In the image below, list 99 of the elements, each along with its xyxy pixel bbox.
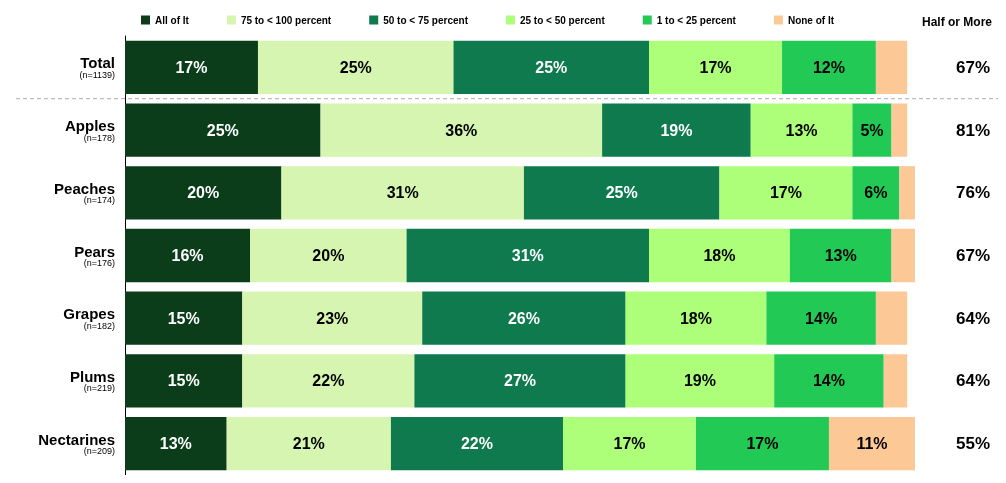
bar — [125, 40, 258, 95]
data-label: 25% — [339, 58, 372, 76]
legend-label: All of It — [155, 14, 190, 26]
bar — [125, 103, 321, 157]
data-label: 13% — [824, 247, 857, 264]
data-label: 31% — [511, 247, 544, 264]
bar — [750, 103, 853, 157]
data-label: 17% — [699, 58, 732, 76]
text: 76% — [955, 183, 991, 203]
bar — [523, 166, 720, 220]
bar — [649, 228, 790, 283]
bar — [406, 228, 650, 283]
text: Half or More — [921, 15, 993, 29]
bar — [453, 40, 650, 95]
bar — [695, 416, 829, 471]
bar — [257, 40, 454, 95]
data-label: 23% — [316, 309, 349, 327]
bar — [899, 166, 915, 220]
bar — [891, 103, 908, 157]
data-label: 22% — [460, 435, 493, 453]
y-tick-label: Apples (n=178) — [64, 117, 115, 143]
bar — [390, 416, 564, 471]
bar — [625, 291, 767, 345]
bar — [242, 354, 415, 408]
text: 64% — [955, 371, 991, 391]
bar — [422, 291, 626, 345]
bar — [852, 103, 892, 157]
y-tick-label: Total (n=1139) — [79, 54, 115, 80]
data-label: 17% — [175, 58, 208, 76]
data-label: 19% — [660, 121, 693, 139]
bar — [281, 166, 524, 220]
y-tick-label: Grapes (n=182) — [63, 305, 115, 331]
text: 81% — [955, 120, 991, 140]
y-tick-label: Nectarines (n=209) — [38, 430, 115, 457]
bar — [563, 416, 696, 471]
data-label: 20% — [312, 247, 345, 264]
bar — [125, 291, 243, 345]
data-label: 17% — [746, 435, 779, 453]
data-label: 36% — [445, 121, 478, 139]
data-label: 25% — [535, 58, 568, 76]
bar — [320, 103, 603, 157]
legend-label: 1 to < 25 percent — [656, 14, 737, 26]
bar — [891, 228, 915, 283]
bar — [242, 291, 423, 345]
text: 55% — [955, 434, 991, 454]
bar — [125, 228, 251, 283]
data-label: 5% — [860, 121, 884, 139]
y-tick-label: Plums (n=219) — [69, 367, 115, 394]
data-label: 14% — [805, 309, 838, 327]
bar — [782, 40, 876, 95]
data-label: 22% — [312, 372, 345, 390]
data-label: 19% — [683, 372, 716, 390]
data-label: 17% — [769, 184, 802, 202]
data-label: 13% — [785, 121, 818, 139]
data-label: 15% — [167, 372, 200, 390]
data-label: 12% — [812, 58, 845, 76]
legend-label: None of It — [787, 14, 835, 26]
data-label: 16% — [171, 247, 204, 264]
bar — [414, 354, 626, 408]
data-label: 15% — [167, 309, 200, 327]
data-label: 6% — [864, 184, 888, 202]
bar — [828, 416, 915, 471]
data-label: 13% — [159, 435, 192, 453]
bar — [250, 228, 407, 283]
data-label: 27% — [503, 372, 537, 390]
bar — [875, 291, 908, 345]
bar — [852, 166, 900, 220]
y-tick-label: Peaches (n=174) — [54, 179, 115, 206]
data-label: 20% — [187, 184, 220, 202]
bar — [125, 416, 227, 471]
bar — [602, 103, 751, 157]
bar — [883, 354, 908, 408]
data-label: 21% — [292, 435, 325, 453]
data-label: 17% — [613, 435, 646, 453]
bar — [125, 354, 243, 408]
text: 67% — [955, 57, 991, 77]
bar — [766, 291, 876, 345]
data-label: 11% — [856, 435, 888, 453]
data-label: 14% — [812, 372, 845, 390]
text: 64% — [955, 308, 991, 328]
bar — [789, 228, 892, 283]
legend-label: 50 to < 75 percent — [383, 14, 469, 26]
bar — [875, 40, 908, 95]
data-label: 18% — [679, 309, 713, 327]
text: 67% — [955, 246, 991, 265]
data-label: 26% — [507, 309, 540, 327]
bar — [625, 354, 775, 408]
bar — [226, 416, 391, 471]
data-label: 31% — [386, 184, 419, 202]
bar — [719, 166, 853, 220]
legend-label: 75 to < 100 percent — [240, 14, 332, 26]
data-label: 25% — [605, 184, 638, 202]
data-label: 25% — [206, 121, 239, 139]
y-tick-label: Pears (n=176) — [74, 242, 115, 268]
data-label: 18% — [703, 247, 736, 264]
bar — [125, 166, 282, 220]
bar — [649, 40, 783, 95]
bar — [774, 354, 884, 408]
legend-label: 25 to < 50 percent — [519, 14, 606, 26]
